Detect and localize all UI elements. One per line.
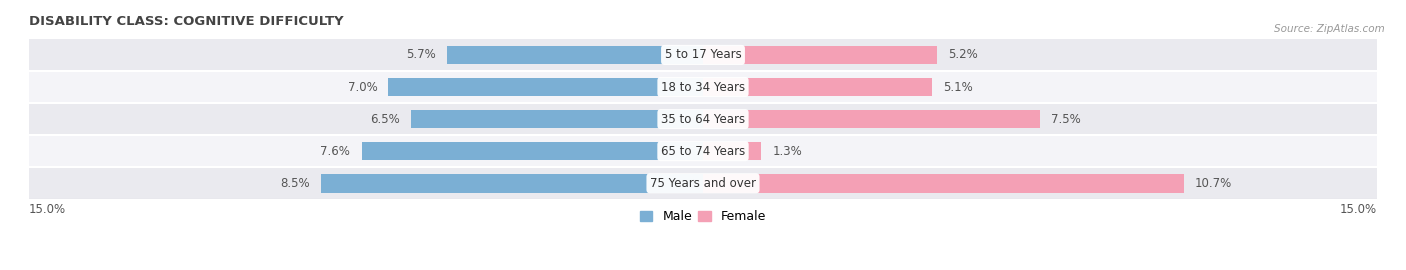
Text: 5.7%: 5.7%: [406, 48, 436, 62]
Text: Source: ZipAtlas.com: Source: ZipAtlas.com: [1274, 24, 1385, 34]
Bar: [447, 46, 703, 64]
Text: 10.7%: 10.7%: [1195, 177, 1232, 190]
Bar: [361, 142, 703, 160]
Text: 35 to 64 Years: 35 to 64 Years: [661, 113, 745, 126]
Text: 6.5%: 6.5%: [370, 113, 399, 126]
Text: 5.1%: 5.1%: [943, 80, 973, 93]
Bar: [30, 71, 1376, 103]
Bar: [30, 103, 1376, 135]
Bar: [30, 39, 1376, 71]
Bar: [703, 78, 932, 96]
Text: 15.0%: 15.0%: [1340, 203, 1376, 216]
Text: 15.0%: 15.0%: [30, 203, 66, 216]
Text: 65 to 74 Years: 65 to 74 Years: [661, 145, 745, 158]
Bar: [30, 167, 1376, 199]
Bar: [703, 174, 1184, 193]
Bar: [703, 110, 1040, 129]
Text: 5 to 17 Years: 5 to 17 Years: [665, 48, 741, 62]
Bar: [321, 174, 703, 193]
Text: 7.5%: 7.5%: [1052, 113, 1081, 126]
Bar: [388, 78, 703, 96]
Text: DISABILITY CLASS: COGNITIVE DIFFICULTY: DISABILITY CLASS: COGNITIVE DIFFICULTY: [30, 15, 343, 28]
Bar: [411, 110, 703, 129]
Bar: [30, 135, 1376, 167]
Text: 1.3%: 1.3%: [773, 145, 803, 158]
Text: 5.2%: 5.2%: [948, 48, 977, 62]
Legend: Male, Female: Male, Female: [636, 205, 770, 228]
Text: 8.5%: 8.5%: [280, 177, 309, 190]
Text: 18 to 34 Years: 18 to 34 Years: [661, 80, 745, 93]
Bar: [703, 46, 936, 64]
Bar: [703, 142, 762, 160]
Text: 7.6%: 7.6%: [321, 145, 350, 158]
Text: 7.0%: 7.0%: [347, 80, 377, 93]
Text: 75 Years and over: 75 Years and over: [650, 177, 756, 190]
